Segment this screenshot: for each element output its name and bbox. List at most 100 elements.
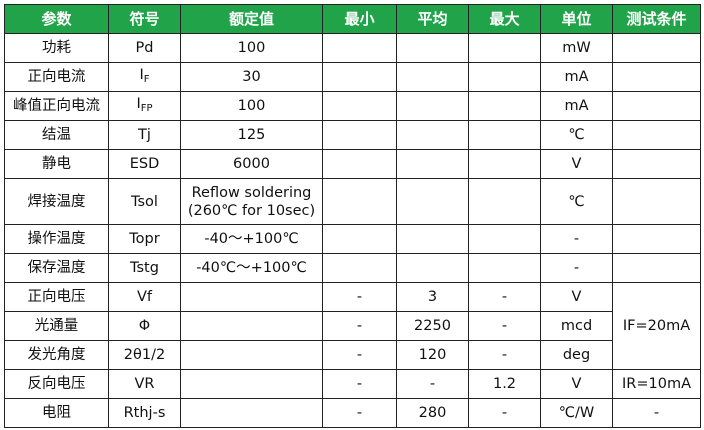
cell-avg: [396, 149, 469, 179]
cell-symbol: VR: [108, 369, 181, 399]
cell-unit: V: [540, 369, 613, 399]
cell-rated: [180, 311, 323, 341]
table-row: 功耗 Pd 100 mW: [4, 33, 701, 63]
cell-condition: [612, 178, 701, 225]
cell-max: [468, 33, 541, 63]
cell-unit: ℃: [540, 178, 613, 225]
cell-min: -: [322, 398, 397, 428]
cell-min: -: [322, 282, 397, 312]
symbol-main: ESD: [129, 156, 160, 172]
cell-avg: 120: [396, 340, 469, 370]
cell-param: 静电: [4, 149, 109, 179]
cell-min: -: [322, 311, 397, 341]
table-row: 焊接温度 Tsol Reflow soldering (260℃ for 10sec)…: [4, 178, 701, 225]
cell-unit: -: [540, 224, 613, 254]
cell-max: [468, 91, 541, 121]
cell-symbol: Pd: [108, 33, 181, 63]
cell-unit: -: [540, 253, 613, 283]
symbol-main: Tstg: [130, 260, 159, 276]
cell-rated: [180, 340, 323, 370]
symbol-subscript: FP: [140, 102, 153, 114]
cell-unit: V: [540, 282, 613, 312]
cell-symbol: Rthj-s: [108, 398, 181, 428]
cell-rated: 6000: [180, 149, 323, 179]
symbol-main: I: [139, 66, 144, 83]
cell-unit: ℃/W: [540, 398, 613, 428]
cell-unit: mW: [540, 33, 613, 63]
cell-max: -: [468, 340, 541, 370]
cell-max: -: [468, 311, 541, 341]
cell-avg: -: [396, 369, 469, 399]
cell-condition: -: [612, 398, 701, 428]
cell-min: [322, 62, 397, 92]
header-min: 最小: [322, 4, 397, 34]
cell-max: -: [468, 282, 541, 312]
table-row: 光通量 Φ -2250- mcd: [4, 311, 701, 341]
symbol-main: Rthj-s: [123, 405, 166, 421]
symbol-subscript: F: [143, 73, 150, 85]
cell-unit: mA: [540, 62, 613, 92]
symbol-main: Tsol: [131, 193, 158, 210]
table-row: 操作温度 Topr -40～+100℃ -: [4, 224, 701, 254]
header-rated: 额定值: [180, 4, 323, 34]
cell-min: [322, 91, 397, 121]
cell-condition: [612, 224, 701, 254]
symbol-main: VR: [134, 376, 155, 392]
cell-max: [468, 178, 541, 225]
cell-unit: deg: [540, 340, 613, 370]
cell-symbol: Tstg: [108, 253, 181, 283]
symbol-main: 2θ1/2: [123, 347, 166, 363]
table-row: 反向电压 VR - -1.2 V IR=10mA: [4, 369, 701, 399]
cell-rated: -40℃～+100℃: [180, 253, 323, 283]
symbol-main: Pd: [135, 40, 154, 56]
symbol-main: Vf: [136, 289, 153, 305]
cell-param: 电阻: [4, 398, 109, 428]
cell-condition: IF=20mA: [612, 282, 701, 370]
symbol-main: I: [136, 95, 141, 112]
cell-min: [322, 149, 397, 179]
cell-max: -: [468, 398, 541, 428]
cell-symbol: Φ: [108, 311, 181, 341]
cell-condition: IR=10mA: [612, 369, 701, 399]
cell-max: 1.2: [468, 369, 541, 399]
cell-condition: [612, 33, 701, 63]
cell-avg: [396, 253, 469, 283]
cell-param: 发光角度: [4, 340, 109, 370]
cell-max: [468, 253, 541, 283]
table-row: 静电 ESD 6000 V: [4, 149, 701, 179]
cell-rated: 100: [180, 33, 323, 63]
cell-max: [468, 62, 541, 92]
table-row: 电阻 Rthj-s -280- ℃/W -: [4, 398, 701, 428]
cell-symbol: IFP: [108, 91, 181, 121]
symbol-main: Tj: [138, 127, 151, 143]
header-avg: 平均: [396, 4, 469, 34]
table-row: 正向电压 Vf -3- V IF=20mA: [4, 282, 701, 370]
cell-rated: 30: [180, 62, 323, 92]
header-row: 参数 符号 额定值 最小 平均 最大 单位 测试条件: [4, 4, 701, 34]
cell-max: [468, 224, 541, 254]
table-row: 峰值正向电流 IFP 100 mA: [4, 91, 701, 121]
cell-min: [322, 120, 397, 150]
cell-param: 正向电压: [4, 282, 109, 312]
cell-unit: mcd: [540, 311, 613, 341]
cell-symbol: Tsol: [108, 178, 181, 225]
cell-rated: -40～+100℃: [180, 224, 323, 254]
cell-param: 光通量: [4, 311, 109, 341]
cell-avg: 2250: [396, 311, 469, 341]
cell-avg: [396, 62, 469, 92]
cell-symbol: Topr: [108, 224, 181, 254]
cell-min: [322, 178, 397, 225]
cell-unit: ℃: [540, 120, 613, 150]
cell-rated: [180, 369, 323, 399]
symbol-main: Φ: [138, 318, 151, 334]
header-max: 最大: [468, 4, 541, 34]
cell-max: [468, 149, 541, 179]
cell-avg: [396, 91, 469, 121]
cell-min: [322, 33, 397, 63]
cell-symbol: Vf: [108, 282, 181, 312]
cell-symbol: Tj: [108, 120, 181, 150]
cell-condition: [612, 62, 701, 92]
cell-avg: [396, 178, 469, 225]
cell-condition: [612, 120, 701, 150]
cell-condition: [612, 149, 701, 179]
